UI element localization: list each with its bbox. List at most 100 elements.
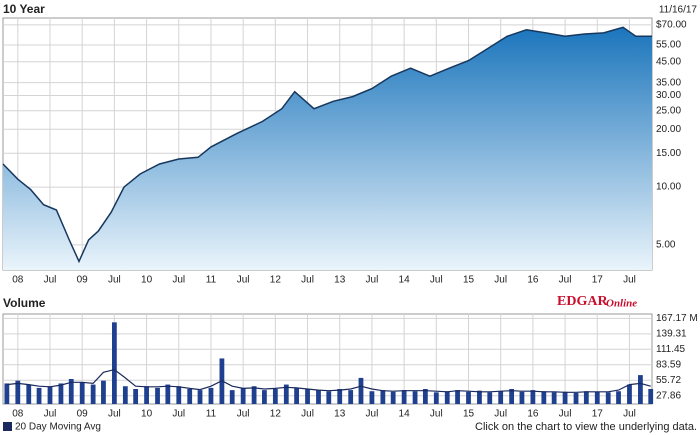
- y-tick-label: $70.00: [656, 19, 687, 30]
- volume-bar: [111, 322, 117, 404]
- volume-bar: [348, 390, 354, 404]
- volume-bar: [79, 382, 85, 404]
- y-tick-label: 25.00: [656, 105, 681, 116]
- volume-bar: [47, 386, 53, 404]
- legend-label: 20 Day Moving Avg: [15, 422, 101, 433]
- y-tick-label: 111.45: [656, 344, 686, 355]
- volume-bar: [305, 389, 310, 404]
- x-tick-label: 15: [463, 409, 475, 420]
- volume-bar: [466, 391, 471, 404]
- x-tick-label: 16: [527, 409, 539, 420]
- y-tick-label: 15.00: [656, 148, 681, 159]
- x-tick-label: Jul: [237, 409, 250, 420]
- volume-bar: [272, 389, 278, 404]
- chart-date: 11/16/17: [659, 5, 698, 16]
- volume-bar: [541, 391, 547, 404]
- volume-bar: [401, 390, 407, 404]
- volume-bar: [68, 379, 74, 404]
- price-line: [2, 26, 652, 264]
- x-tick-label: Jul: [559, 275, 572, 286]
- volume-bar: [251, 386, 257, 404]
- volume-bar: [4, 383, 10, 404]
- volume-bar: [165, 384, 171, 404]
- volume-bar: [15, 380, 21, 404]
- x-tick-label: 09: [77, 409, 89, 420]
- x-tick-label: 11: [206, 275, 217, 286]
- x-tick-label: Jul: [108, 275, 121, 286]
- volume-bar: [262, 390, 267, 404]
- x-tick-label: 17: [592, 409, 604, 420]
- x-tick-label: Jul: [237, 275, 250, 286]
- x-tick-label: 10: [141, 275, 153, 286]
- volume-bar: [573, 392, 579, 404]
- y-tick-label: 30.00: [656, 90, 681, 101]
- y-tick-label: 55.00: [656, 40, 681, 51]
- x-tick-label: 11: [206, 409, 217, 420]
- volume-bar: [562, 391, 568, 404]
- volume-bar: [594, 391, 600, 404]
- moving-avg-line: [6, 368, 651, 393]
- x-tick-label: 17: [592, 275, 604, 286]
- x-tick-label: Jul: [44, 275, 57, 286]
- y-tick-label: 35.00: [656, 77, 681, 88]
- x-tick-label: 09: [77, 275, 89, 286]
- x-tick-label: Jul: [494, 275, 507, 286]
- chart-title: 10 Year: [3, 2, 45, 16]
- volume-bar: [433, 392, 439, 404]
- x-tick-label: 08: [12, 409, 24, 420]
- y-tick-label: 20.00: [656, 124, 681, 135]
- footer-note[interactable]: Click on the chart to view the underlyin…: [475, 421, 697, 433]
- volume-title: Volume: [3, 296, 46, 310]
- volume-bar: [487, 392, 493, 404]
- x-tick-label: Jul: [366, 409, 379, 420]
- volume-bar: [390, 391, 396, 404]
- x-tick-label: 12: [270, 275, 282, 286]
- x-tick-label: 14: [399, 409, 411, 420]
- y-tick-label: 45.00: [656, 56, 681, 67]
- volume-bar: [316, 390, 321, 404]
- volume-bar: [519, 391, 525, 404]
- x-tick-label: 13: [334, 275, 346, 286]
- x-tick-label: Jul: [430, 409, 443, 420]
- volume-bar: [358, 377, 364, 404]
- volume-bar: [283, 384, 289, 404]
- volume-bar: [455, 390, 460, 404]
- x-tick-label: Jul: [172, 409, 185, 420]
- x-tick-label: 13: [334, 409, 346, 420]
- volume-bar: [627, 384, 632, 404]
- x-tick-label: Jul: [559, 409, 572, 420]
- x-tick-label: 14: [399, 275, 411, 286]
- volume-bar: [208, 387, 214, 404]
- logo-suffix: Online: [606, 298, 637, 310]
- volume-bar: [616, 391, 621, 404]
- volume-bar: [337, 389, 343, 404]
- x-tick-label: Jul: [172, 275, 185, 286]
- volume-bar: [155, 387, 160, 404]
- volume-bar: [187, 389, 193, 404]
- volume-bar: [412, 391, 418, 404]
- volume-bar: [583, 391, 589, 404]
- y-tick-label: 5.00: [656, 240, 676, 251]
- volume-bar: [444, 391, 450, 404]
- plot-frame: [2, 313, 653, 405]
- y-tick-label: 27.86: [656, 390, 681, 401]
- x-tick-label: 10: [141, 409, 153, 420]
- x-tick-label: Jul: [366, 275, 379, 286]
- volume-bar: [509, 389, 515, 404]
- volume-bar: [477, 390, 482, 404]
- logo-name: EDGAR: [557, 294, 608, 309]
- x-tick-label: 12: [270, 409, 282, 420]
- volume-bar: [605, 392, 611, 404]
- volume-bar: [176, 386, 182, 404]
- volume-bar: [90, 384, 96, 404]
- volume-bar: [498, 391, 504, 404]
- volume-bar: [648, 389, 654, 404]
- y-tick-label: 55.72: [656, 375, 681, 386]
- x-tick-label: 15: [463, 275, 475, 286]
- volume-bar: [36, 387, 42, 404]
- x-tick-label: Jul: [44, 409, 57, 420]
- y-tick-label: 83.59: [656, 359, 681, 370]
- volume-bar: [197, 390, 203, 404]
- x-tick-label: Jul: [623, 275, 636, 286]
